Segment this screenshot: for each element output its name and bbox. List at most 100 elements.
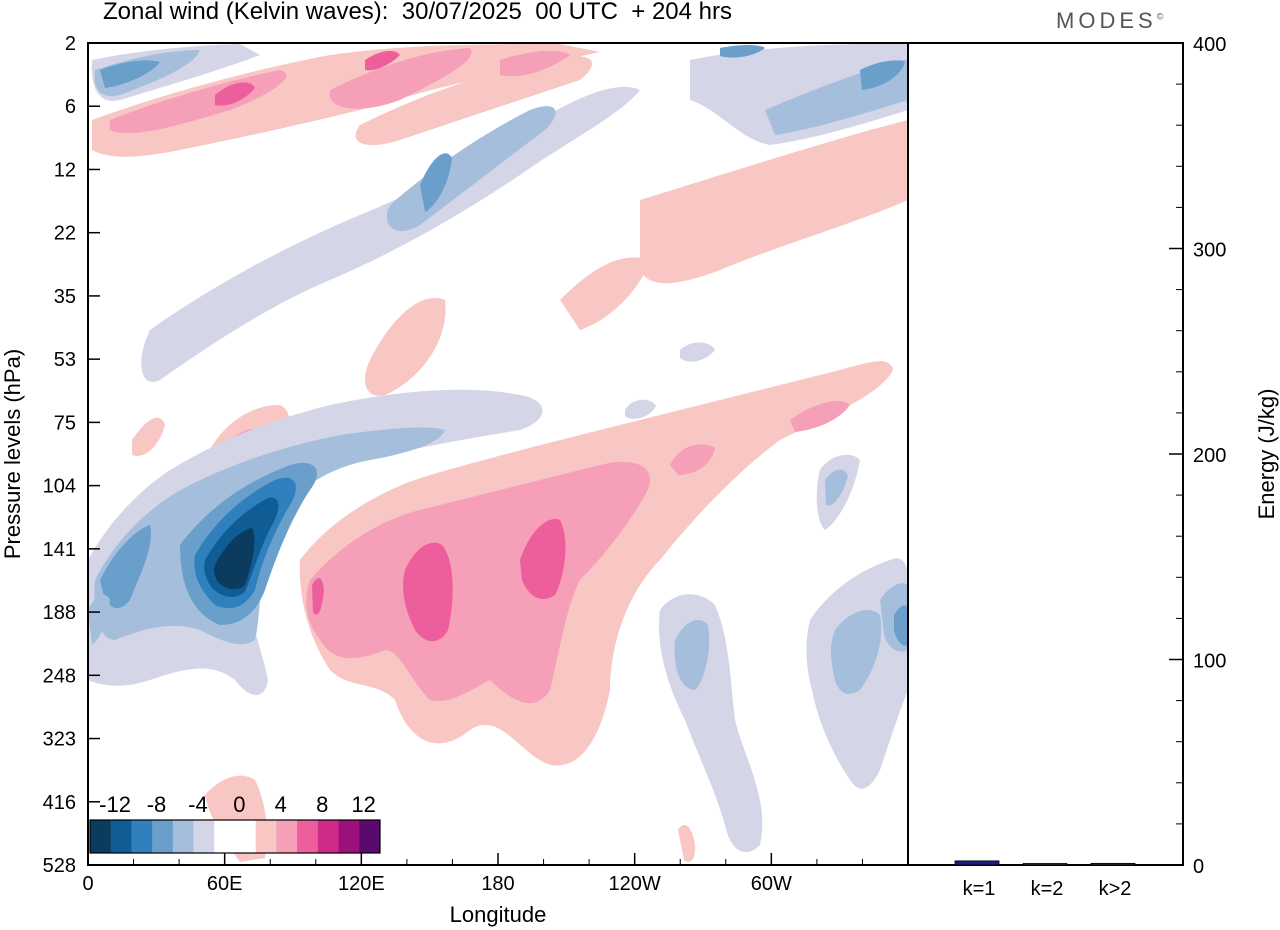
lower-easterly-region — [88, 389, 543, 695]
y-tick-label: 323 — [43, 729, 76, 751]
x-tick-label: 60W — [751, 873, 792, 895]
y-tick-label: 416 — [43, 792, 76, 814]
colorbar-tick-label: 4 — [275, 792, 287, 817]
x-tick-label: 120W — [609, 873, 661, 895]
y-tick-label: 2 — [65, 33, 76, 55]
upper-westerly-band-4 — [560, 257, 650, 330]
colorbar-tick-label: -12 — [99, 792, 131, 817]
upper-westerly-band-3 — [640, 120, 908, 284]
bar-panel-frame — [907, 42, 1184, 866]
colorbar-swatch — [214, 820, 236, 853]
upper-westerly-core-2 — [329, 48, 472, 109]
x-tick-label: 60E — [207, 873, 243, 895]
westerly-blob-75-east — [670, 444, 715, 475]
colorbar-tick-label: -8 — [147, 792, 167, 817]
upper-westerly-peak-2 — [365, 50, 400, 71]
colorbar-swatch — [152, 820, 174, 853]
east-easterly-core — [894, 605, 908, 646]
upper-westerly-core-3 — [500, 50, 570, 77]
y-tick-label: 248 — [43, 665, 76, 687]
colorbar-swatch — [338, 820, 360, 853]
colorbar-swatch — [193, 820, 215, 853]
colorbar-frame — [89, 819, 381, 854]
lower-westerly-core-150 — [403, 542, 453, 642]
y-axis-label: Pressure levels (hPa) — [0, 349, 25, 559]
x-axis: 0 60E 120E 180 120W 60W — [82, 853, 863, 895]
lower-westerly-region — [205, 361, 894, 862]
lower-westerly-core-195 — [520, 519, 566, 600]
easterly-blob-75 — [625, 399, 656, 419]
colorbar-swatch — [131, 820, 153, 853]
energy-category-label: k=2 — [1031, 878, 1064, 900]
lower-westerly-core-100 — [312, 578, 324, 615]
upper-easterly-core-4 — [720, 45, 765, 58]
modes-logo-text: MODES — [1056, 8, 1157, 33]
westerly-blob-small — [132, 417, 165, 456]
mid-westerly-blob — [365, 298, 446, 396]
colorbar-swatch — [276, 820, 298, 853]
modes-logo: MODES© — [1056, 8, 1163, 34]
easterly-tongue-west — [88, 594, 110, 645]
upper-easterly-core-1 — [420, 153, 452, 212]
energy-tick-label: 400 — [1193, 34, 1226, 56]
energy-axis-label: Energy (J/kg) — [1254, 389, 1279, 520]
y-tick-label: 35 — [54, 286, 76, 308]
energy-tick-label: 200 — [1193, 445, 1226, 467]
x-tick-label: 180 — [481, 873, 514, 895]
upper-westerly-peak-1 — [215, 82, 255, 106]
y-tick-label: 53 — [54, 349, 76, 371]
y-tick-label: 22 — [54, 223, 76, 245]
upper-easterly-core — [100, 45, 905, 212]
lower-westerly-mid — [306, 461, 650, 704]
colorbar-tick-label: 12 — [351, 792, 375, 817]
y-axis: 2 6 12 22 35 53 75 104 141 188 248 323 416 528 — [43, 33, 100, 877]
y-tick-label: 188 — [43, 602, 76, 624]
energy-tick-label: 0 — [1193, 856, 1204, 878]
energy-category-label: k=1 — [963, 878, 996, 900]
energy-bar — [1022, 863, 1068, 866]
y-tick-label: 75 — [54, 412, 76, 434]
colorbar-swatch — [359, 820, 381, 853]
chart-title: Zonal wind (Kelvin waves): 30/07/2025 00… — [103, 0, 732, 25]
east-easterly-mid-1 — [674, 620, 710, 690]
energy-bar — [1090, 862, 1136, 866]
east-easterly-blobs — [659, 454, 908, 853]
energy-category-label: k>2 — [1099, 878, 1132, 900]
colorbar-tick-label: 0 — [233, 792, 245, 817]
upper-easterly-core-2 — [100, 60, 160, 88]
heatmap-field — [88, 43, 908, 865]
y-tick-label: 104 — [43, 476, 76, 498]
energy-tick-label: 300 — [1193, 240, 1226, 262]
east-easterly-mid-2 — [830, 610, 882, 694]
colorbar-swatch — [90, 820, 112, 853]
y-tick-label: 141 — [43, 539, 76, 561]
upper-easterly-core-3 — [860, 60, 905, 90]
energy-tick-label: 100 — [1193, 651, 1226, 673]
colorbar-swatch — [255, 820, 277, 853]
upper-easterly-mid-2 — [94, 50, 200, 97]
upper-westerly-band-2 — [355, 56, 593, 146]
x-tick-label: 0 — [82, 873, 93, 895]
x-axis-label: Longitude — [450, 902, 547, 927]
lower-easterly-peak — [214, 528, 255, 590]
east-easterly-mid-4 — [825, 469, 848, 506]
colorbar-tick-label: -4 — [188, 792, 208, 817]
colorbar-swatch — [172, 820, 195, 853]
colorbar-swatch — [235, 820, 257, 853]
colorbar-swatch — [317, 820, 340, 853]
upper-easterly-band-3 — [690, 44, 908, 145]
energy-bars: k=1 k=2 k>2 — [954, 860, 1136, 900]
colorbar-swatch — [297, 820, 319, 853]
easterly-blob-53 — [680, 342, 715, 362]
westerly-streak-bottom — [678, 825, 696, 862]
colorbar: -12 -8 -4 0 4 8 12 — [89, 792, 381, 854]
x-tick-label: 120E — [338, 873, 385, 895]
modes-logo-mark: © — [1156, 11, 1164, 22]
westerly-blob-75-far — [790, 400, 850, 432]
y-tick-label: 528 — [43, 855, 76, 877]
y-tick-label: 6 — [65, 96, 76, 118]
colorbar-tick-label: 8 — [316, 792, 328, 817]
energy-bar — [954, 860, 1000, 866]
colorbar-swatch — [110, 820, 132, 853]
